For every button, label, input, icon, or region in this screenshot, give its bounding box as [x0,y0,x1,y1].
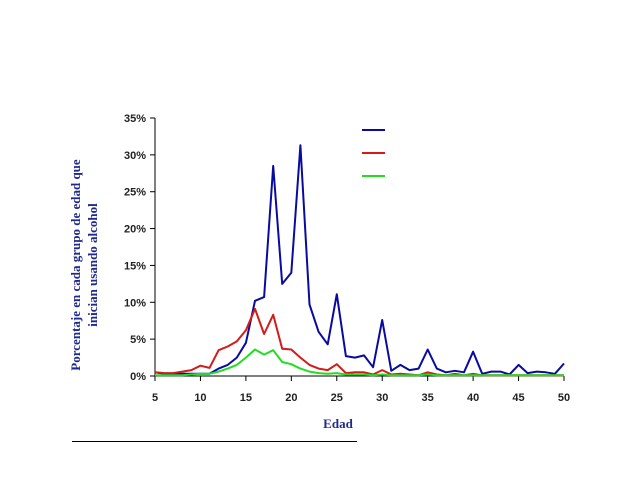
y-tick-label: 30% [124,150,146,162]
y-tick-label: 25% [124,187,146,199]
y-axis-title-line-2: inician usando alcohol [85,203,100,327]
legend [362,129,385,177]
x-tick-label: 15 [240,392,252,404]
y-tick-label: 0% [130,371,146,383]
y-axis-title-line-1: Porcentaje en cada grupo de edad que [68,159,83,371]
y-tick-label: 5% [130,334,146,346]
x-axis-ticks: 5 10 15 20 25 30 35 40 45 50 [152,376,570,404]
x-tick-label: 40 [467,392,479,404]
y-axis-ticks: 0% 5% 10% 15% 20% 25% 30% 35% [124,113,155,383]
x-axis-title: Edad [323,416,353,431]
series-line-3 [155,348,564,377]
y-tick-label: 10% [124,297,146,309]
x-tick-label: 45 [512,392,524,404]
x-tick-label: 20 [285,392,297,404]
x-tick-label: 50 [558,392,570,404]
y-tick-label: 20% [124,224,146,236]
series-line-2 [154,307,564,377]
series-line-1 [154,144,565,376]
y-tick-label: 15% [124,260,146,272]
x-tick-label: 35 [422,392,434,404]
y-axis-title: Porcentaje en cada grupo de edad que ini… [68,159,100,371]
bottom-rule [72,441,357,442]
x-tick-label: 25 [331,392,343,404]
x-tick-label: 10 [194,392,206,404]
y-tick-label: 35% [124,113,146,125]
x-tick-label: 30 [376,392,388,404]
series-lines [154,144,565,377]
x-tick-label: 5 [152,392,158,404]
plot-frame [154,118,564,377]
